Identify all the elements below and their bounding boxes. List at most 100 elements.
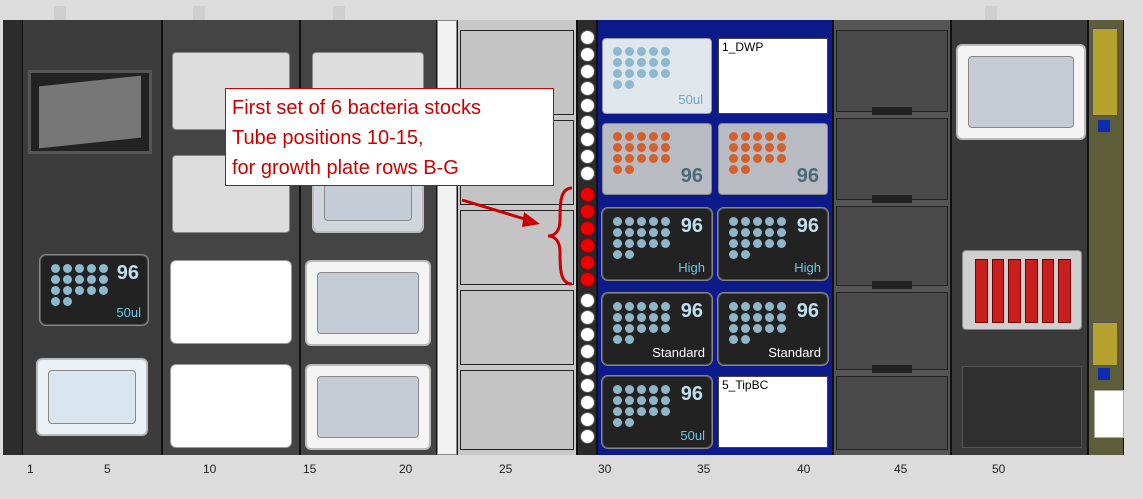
lidded-plate-15a[interactable] [305,260,431,346]
module-indicator [1098,120,1110,132]
left-rail [3,20,23,455]
plate-count: 96 [796,165,819,187]
tipbox-count: 96 [680,215,703,237]
dark-reservoir[interactable] [28,70,152,154]
tube-20[interactable] [580,361,595,376]
white-plate-10a[interactable] [170,260,292,344]
tube-11[interactable] [580,204,595,219]
tube-16[interactable] [580,293,595,308]
drawer-5[interactable] [836,376,948,450]
side-panel [1094,390,1124,438]
lidded-plate-15b[interactable] [305,364,431,450]
white-plate-10b[interactable] [170,364,292,448]
plate-inner [317,376,419,438]
tipbox-count: 96 [116,262,139,284]
drawer-3[interactable] [836,206,948,289]
slot-25c[interactable] [460,210,574,285]
tick-50: 50 [992,462,1006,476]
lidded-plate-50[interactable] [956,44,1086,140]
tip-grid [613,385,671,427]
tube-18[interactable] [580,327,595,342]
tube-3[interactable] [580,64,595,79]
tipbox-count: 96 [796,215,819,237]
carrier-tab [54,6,66,22]
callout-box: First set of 6 bacteria stocks Tube posi… [225,88,554,186]
tipbox-count: 96 [680,383,703,405]
tip-grid [613,302,671,344]
dwp-label: 1_DWP [722,40,764,54]
tube-5[interactable] [580,98,595,113]
slot-25e[interactable] [460,370,574,450]
drawer-handle [872,107,912,115]
plate-96-b[interactable]: 96 [718,123,828,195]
tipbox-96-50ul-right[interactable]: 96 50ul [602,376,712,448]
tipbox-type: High [678,260,705,275]
plate-96-a[interactable]: 96 [602,123,712,195]
tube-7[interactable] [580,132,595,147]
plate-inner [968,56,1074,128]
tick-35: 35 [697,462,711,476]
well-grid [613,132,671,174]
drawer-1[interactable] [836,30,948,115]
tube-8[interactable] [580,149,595,164]
tube-6[interactable] [580,115,595,130]
tipbox-volume: 50ul [116,305,141,320]
tipbox-96-high-b[interactable]: 96 High [718,208,828,280]
carrier-tab [193,6,205,22]
trough-inner [48,370,136,424]
tube-4[interactable] [580,81,595,96]
plate-50ul[interactable]: 50ul [602,38,712,114]
drawer-2[interactable] [836,118,948,203]
tipbox-96-50ul-left[interactable]: 96 50ul [40,255,148,325]
tick-20: 20 [399,462,413,476]
tipbox-volume: 50ul [680,428,705,443]
plate-inner [317,272,419,334]
tube-17[interactable] [580,310,595,325]
callout-line-2: Tube positions 10-15, [232,127,424,149]
tipbox-96-standard-a[interactable]: 96 Standard [602,293,712,365]
plate-volume: 50ul [678,92,703,107]
tip-grid [613,217,671,259]
tube-12[interactable] [580,221,595,236]
tip-grid [51,264,109,306]
reservoir-troughs [975,259,1072,323]
tipbox-96-high-a[interactable]: 96 High [602,208,712,280]
tube-9[interactable] [580,166,595,181]
tube-13[interactable] [580,238,595,253]
tube-1[interactable] [580,30,595,45]
dark-slot-50[interactable] [962,366,1082,448]
tube-10[interactable] [580,187,595,202]
tube-19[interactable] [580,344,595,359]
tipbox-count: 96 [796,300,819,322]
reservoir-rack[interactable] [962,250,1082,330]
drawer-handle [872,281,912,289]
plate-count: 96 [680,165,703,187]
tube-23[interactable] [580,412,595,427]
tip-grid [729,302,787,344]
carrier-tab [985,6,997,22]
tick-40: 40 [797,462,811,476]
drawer-4[interactable] [836,292,948,373]
tipbc-5[interactable]: 5_TipBC [718,376,828,448]
tipbox-type: Standard [768,345,821,360]
tipbox-type: High [794,260,821,275]
tube-21[interactable] [580,378,595,393]
tipbox-96-standard-b[interactable]: 96 Standard [718,293,828,365]
callout-line-1: First set of 6 bacteria stocks [232,97,481,119]
drawer-handle [872,365,912,373]
tipbox-type: Standard [652,345,705,360]
tube-2[interactable] [580,47,595,62]
module-bottom [1092,322,1118,366]
tube-14[interactable] [580,255,595,270]
tick-30: 30 [598,462,612,476]
well-grid [613,47,671,89]
tube-15[interactable] [580,272,595,287]
tube-24[interactable] [580,429,595,444]
module-top [1092,28,1118,116]
tick-15: 15 [303,462,317,476]
dwp-1[interactable]: 1_DWP [718,38,828,114]
trough[interactable] [36,358,148,436]
slot-25d[interactable] [460,290,574,365]
tube-22[interactable] [580,395,595,410]
